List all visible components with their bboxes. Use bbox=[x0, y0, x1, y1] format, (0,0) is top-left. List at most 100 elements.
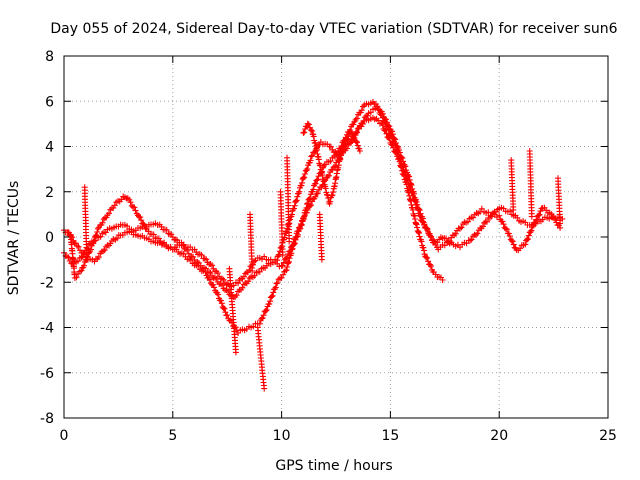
data-point bbox=[421, 222, 428, 228]
data-point bbox=[388, 131, 395, 138]
data-point bbox=[375, 106, 382, 113]
data-point bbox=[279, 262, 286, 269]
data-point bbox=[290, 239, 297, 246]
data-point bbox=[415, 229, 422, 235]
x-tick-label: 25 bbox=[599, 428, 617, 444]
data-point bbox=[207, 269, 214, 276]
data-point bbox=[385, 134, 392, 141]
data-point bbox=[396, 156, 403, 163]
data-point bbox=[329, 192, 336, 199]
data-point bbox=[528, 227, 535, 234]
data-point bbox=[211, 284, 218, 291]
data-point bbox=[352, 130, 359, 137]
data-point bbox=[522, 241, 529, 248]
data-point bbox=[291, 202, 298, 209]
data-point bbox=[533, 216, 540, 223]
data-point bbox=[332, 148, 339, 155]
data-point bbox=[286, 248, 293, 255]
data-point bbox=[307, 195, 314, 201]
data-point bbox=[305, 121, 312, 128]
tick-labels: 0 5 10 15 20 25 -8 -6 -4 -2 0 2 4 6 8 bbox=[40, 49, 617, 444]
data-point bbox=[332, 163, 339, 169]
data-point bbox=[240, 273, 247, 280]
data-point bbox=[314, 176, 321, 183]
data-point bbox=[427, 233, 434, 240]
data-point bbox=[481, 219, 488, 226]
data-point bbox=[284, 254, 290, 261]
data-point bbox=[313, 177, 320, 184]
data-point bbox=[507, 208, 514, 215]
data-point bbox=[74, 258, 81, 265]
data-point bbox=[510, 241, 517, 248]
data-point bbox=[464, 218, 471, 225]
data-point bbox=[218, 300, 225, 307]
data-point bbox=[214, 270, 221, 277]
data-point bbox=[81, 262, 87, 269]
data-point bbox=[270, 289, 277, 296]
data-point bbox=[335, 162, 342, 169]
data-point bbox=[215, 291, 222, 298]
data-point bbox=[297, 220, 304, 227]
data-point bbox=[278, 274, 285, 281]
data-point bbox=[235, 280, 242, 287]
data-point bbox=[210, 281, 217, 288]
y-tick-label: 2 bbox=[45, 185, 54, 201]
data-point bbox=[379, 114, 386, 121]
data-point bbox=[414, 224, 421, 231]
data-point bbox=[356, 148, 363, 154]
data-point bbox=[428, 263, 434, 270]
data-point bbox=[327, 198, 334, 205]
data-point bbox=[293, 197, 300, 204]
data-point bbox=[92, 237, 99, 244]
grid bbox=[64, 56, 608, 418]
data-point bbox=[239, 284, 246, 291]
data-point bbox=[308, 153, 315, 160]
data-point bbox=[99, 219, 106, 226]
data-point bbox=[474, 230, 481, 237]
data-point bbox=[484, 218, 490, 225]
y-tick-label: 0 bbox=[45, 230, 54, 246]
data-point bbox=[304, 166, 311, 172]
data-point bbox=[406, 192, 413, 199]
data-point bbox=[217, 297, 224, 304]
data-point bbox=[420, 218, 426, 225]
data-point bbox=[274, 279, 281, 286]
data-point bbox=[353, 115, 360, 122]
data-point bbox=[283, 255, 289, 262]
data-point bbox=[211, 274, 218, 281]
data-point bbox=[268, 293, 275, 300]
data-point bbox=[304, 207, 311, 213]
data-point bbox=[446, 238, 453, 245]
data-point bbox=[293, 198, 299, 205]
data-point bbox=[220, 276, 227, 283]
data-points bbox=[61, 99, 566, 392]
data-point bbox=[500, 221, 507, 228]
data-point bbox=[427, 261, 434, 268]
data-point bbox=[400, 171, 407, 178]
data-point bbox=[209, 262, 215, 269]
data-point bbox=[538, 205, 545, 212]
data-point bbox=[358, 107, 365, 114]
data-point bbox=[417, 212, 424, 219]
plot-frame bbox=[63, 55, 609, 419]
data-point bbox=[321, 178, 327, 185]
data-point bbox=[499, 218, 506, 225]
spike-point bbox=[528, 213, 535, 220]
data-point bbox=[168, 231, 175, 238]
data-point bbox=[352, 137, 359, 144]
data-point bbox=[289, 242, 296, 249]
data-point bbox=[68, 260, 75, 267]
data-point bbox=[180, 242, 186, 249]
data-point bbox=[532, 219, 539, 226]
data-point bbox=[536, 211, 543, 218]
y-tick-label: -6 bbox=[40, 366, 54, 382]
data-point bbox=[341, 143, 347, 150]
data-point bbox=[63, 253, 70, 260]
data-point bbox=[262, 307, 269, 314]
data-point bbox=[150, 231, 157, 238]
data-point bbox=[312, 193, 319, 200]
data-point bbox=[303, 167, 310, 174]
data-point bbox=[399, 167, 406, 174]
data-point bbox=[308, 202, 314, 209]
